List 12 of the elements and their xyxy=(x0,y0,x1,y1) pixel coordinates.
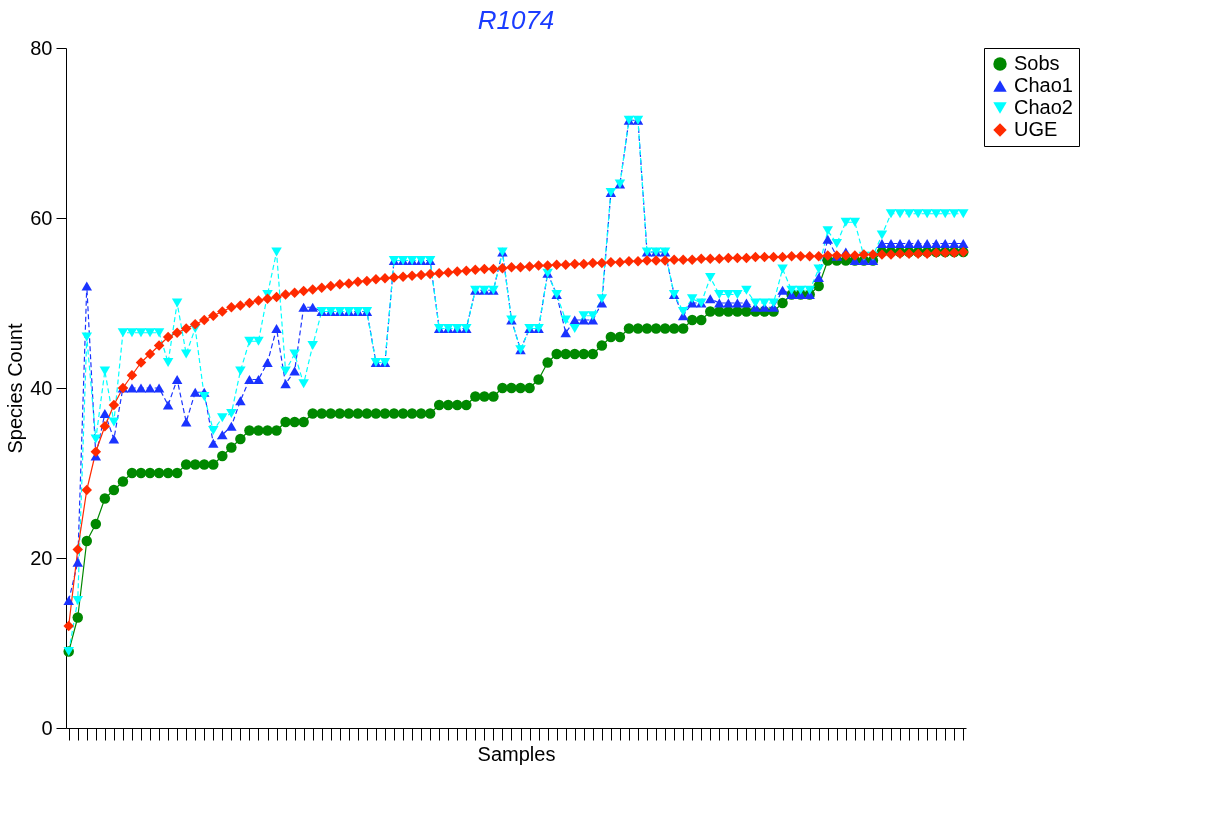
y-tick-label: 80 xyxy=(30,36,53,59)
y-tick-label: 20 xyxy=(30,546,53,569)
legend-label: Chao2 xyxy=(1014,96,1073,118)
chart-title: R1074 xyxy=(477,5,555,35)
legend-label: UGE xyxy=(1014,118,1058,140)
x-axis-title: Samples xyxy=(477,743,556,765)
y-tick-label: 60 xyxy=(30,206,53,229)
legend-label: Sobs xyxy=(1014,52,1060,74)
y-axis-title: Species Count xyxy=(4,323,27,454)
y-tick-label: 40 xyxy=(30,376,53,399)
legend-label: Chao1 xyxy=(1014,74,1073,96)
y-tick-label: 0 xyxy=(41,716,53,739)
